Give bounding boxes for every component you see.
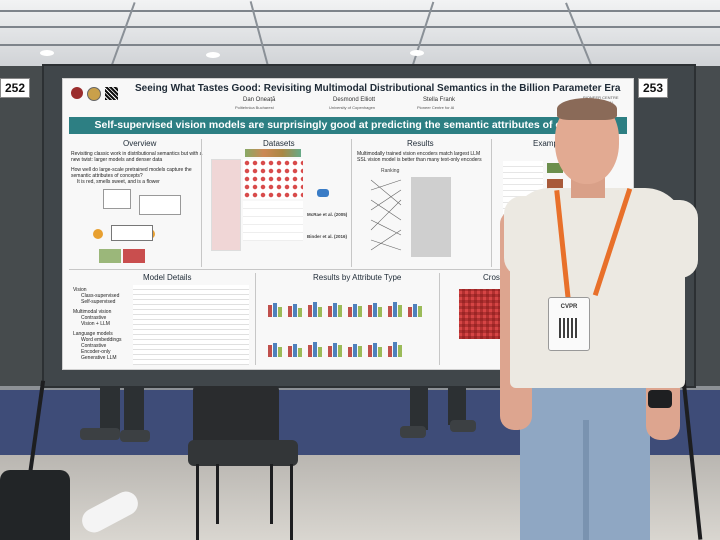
feature-matrix — [243, 159, 303, 199]
chair-seat — [188, 440, 298, 466]
diagram-box — [139, 195, 181, 215]
background-person-leg — [100, 385, 120, 435]
example-title: Example P — [533, 139, 572, 148]
model-group: Multimodal vision — [73, 309, 112, 315]
panel-divider — [255, 273, 256, 365]
panel-divider — [491, 139, 492, 267]
results-title: Results — [407, 139, 434, 148]
overview-title: Overview — [123, 139, 157, 148]
backpack — [0, 470, 70, 540]
datasets-title: Datasets — [263, 139, 295, 148]
model-item: Generative LLM — [81, 355, 117, 361]
background-person-shoe — [400, 426, 426, 438]
diagram-box — [103, 189, 131, 209]
panel-divider — [69, 269, 627, 270]
results-by-attribute-title: Results by Attribute Type — [313, 273, 402, 282]
university-seal — [87, 87, 101, 101]
research-poster: Seeing What Tastes Good: Revisiting Mult… — [62, 78, 634, 370]
chair-leg — [290, 464, 293, 540]
background-person-shoe — [120, 430, 150, 442]
rating-matrix — [243, 201, 303, 241]
cross-title: Cross-M — [483, 273, 514, 282]
background-person-shoe — [80, 428, 120, 440]
background-person-leg — [410, 385, 428, 430]
ceiling-light — [410, 50, 424, 56]
jeans-seam — [583, 420, 589, 540]
ranking-label: Ranking — [381, 168, 400, 174]
model-item: Word embeddings — [81, 337, 122, 343]
author-name: Desmond Elliott — [333, 97, 376, 103]
author-affiliation: University of Copenhagen — [329, 105, 376, 110]
background-person-leg — [448, 385, 466, 425]
model-item: Contrastive — [81, 343, 107, 349]
model-item: Contrastive — [81, 315, 107, 321]
badge-text: CVPR — [560, 304, 578, 310]
booth-number-right: 253 — [638, 78, 669, 98]
conference-badge: CVPR — [548, 297, 590, 351]
ceiling-light — [40, 50, 54, 56]
panel-divider — [439, 273, 440, 365]
model-table — [133, 285, 249, 365]
model-item: Vision + LLM — [81, 321, 110, 327]
qr-code-icon — [105, 87, 118, 100]
attribute-list — [211, 159, 241, 251]
cloud-icon — [317, 189, 329, 197]
attribute-bar-charts — [268, 302, 422, 357]
dataset-ref: Binder et al. (2016) — [307, 234, 348, 239]
model-details-title: Model Details — [143, 273, 192, 282]
example-image — [99, 249, 121, 263]
model-item: Self-supervised — [81, 299, 116, 305]
dataset-ref: McRae et al. (2005) — [307, 212, 348, 217]
overview-bullet: How well do large-scale pretrained model… — [71, 167, 192, 173]
concept-images — [245, 149, 301, 157]
example-image — [547, 163, 563, 173]
background-person-leg — [124, 385, 144, 435]
poster-banner: Self-supervised vision models are surpri… — [69, 117, 627, 134]
model-group: Vision — [73, 287, 87, 293]
booth-number-left: 252 — [0, 78, 31, 98]
author-name: Stella Frank — [423, 97, 456, 103]
hair — [557, 98, 617, 120]
diagram-node — [93, 229, 103, 239]
sleeve — [650, 200, 698, 278]
university-logo — [71, 87, 83, 99]
results-bullet: Multimodally trained vision encoders mat… — [357, 151, 481, 157]
poster-title: Seeing What Tastes Good: Revisiting Mult… — [135, 83, 621, 94]
background-person-shoe — [450, 420, 476, 432]
author-affiliation: Politehnica Bucharest — [235, 105, 274, 110]
ceiling-light — [206, 52, 220, 58]
overview-bullet: It is red, smells sweet, and is a flower — [77, 179, 160, 185]
watch-icon — [648, 390, 672, 408]
overview-bullet: Revisiting classic work in distributiona… — [71, 151, 203, 157]
model-group: Language models — [73, 331, 113, 337]
ceiling-truss — [0, 26, 720, 28]
example-image — [547, 179, 563, 189]
author-affiliation: Pioneer Centre for AI — [417, 105, 455, 110]
badge-qr-icon — [559, 318, 579, 338]
ceiling-truss — [0, 44, 720, 46]
sleeve — [504, 196, 548, 276]
chair-leg — [216, 464, 219, 524]
overview-bullet: new twist: larger models and denser data — [71, 157, 163, 163]
diagram-box — [111, 225, 153, 241]
example-image — [123, 249, 145, 263]
ranking-bump-chart — [370, 177, 451, 257]
author-name: Dan Oneață — [243, 97, 276, 103]
panel-divider — [201, 139, 202, 267]
results-bullet: SSL vision model is better than many tex… — [357, 157, 482, 163]
chair-back — [193, 386, 279, 446]
ceiling-truss — [0, 10, 720, 12]
overview-bullet: semantic attributes of concepts? — [71, 173, 143, 179]
model-item: Encoder-only — [81, 349, 111, 355]
panel-divider — [351, 139, 352, 267]
chair-leg — [270, 464, 273, 524]
banner-text: Self-supervised vision models are surpri… — [94, 119, 602, 131]
model-item: Class-supervised — [81, 293, 120, 299]
chair-leg — [196, 464, 199, 540]
